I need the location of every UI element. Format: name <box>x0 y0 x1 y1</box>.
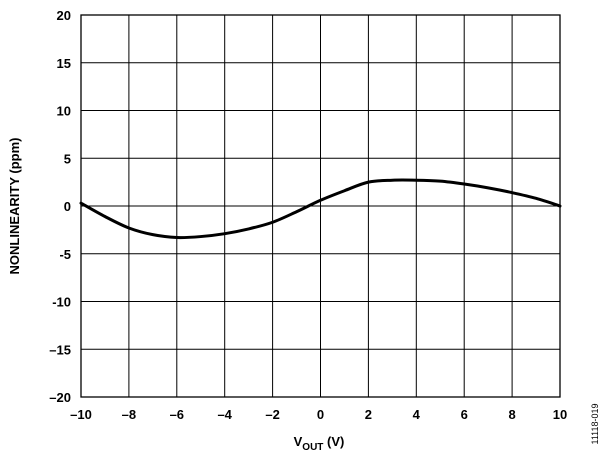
y-axis-label: NONLINEARITY (ppm) <box>7 138 22 275</box>
x-axis-label-unit: (V) <box>323 434 344 449</box>
x-tick-label: 0 <box>317 407 324 422</box>
y-tick-label: 5 <box>64 151 71 166</box>
nonlinearity-curve <box>79 178 562 240</box>
x-tick-label: 2 <box>365 407 372 422</box>
y-tick-label: -10 <box>52 295 71 310</box>
x-tick-label: –8 <box>122 407 136 422</box>
y-axis-ticks: 20 15 10 5 0 -5 -10 –15 –20 <box>49 8 71 405</box>
x-axis-label-main: V <box>294 434 303 449</box>
x-tick-label: –4 <box>217 407 232 422</box>
x-tick-label: –10 <box>70 407 92 422</box>
x-tick-label: 4 <box>413 407 421 422</box>
x-tick-label: 8 <box>508 407 515 422</box>
x-tick-label: –2 <box>265 407 279 422</box>
x-axis-label-subscript: OUT <box>302 442 323 453</box>
figure-id: 11118-019 <box>590 403 600 444</box>
y-tick-label: –15 <box>49 342 71 357</box>
x-axis-label: VOUT (V) <box>294 434 345 453</box>
y-tick-label: 20 <box>57 8 71 23</box>
x-axis-ticks: –10 –8 –6 –4 –2 0 2 4 6 8 10 <box>70 407 567 422</box>
y-tick-label: 15 <box>57 56 71 71</box>
grid-lines <box>81 15 560 397</box>
y-tick-label: 0 <box>64 199 71 214</box>
x-tick-label: 10 <box>553 407 567 422</box>
x-tick-label: –6 <box>170 407 184 422</box>
y-tick-label: -5 <box>59 247 71 262</box>
x-tick-label: 6 <box>461 407 468 422</box>
y-tick-label: –20 <box>49 390 71 405</box>
y-tick-label: 10 <box>57 104 71 119</box>
